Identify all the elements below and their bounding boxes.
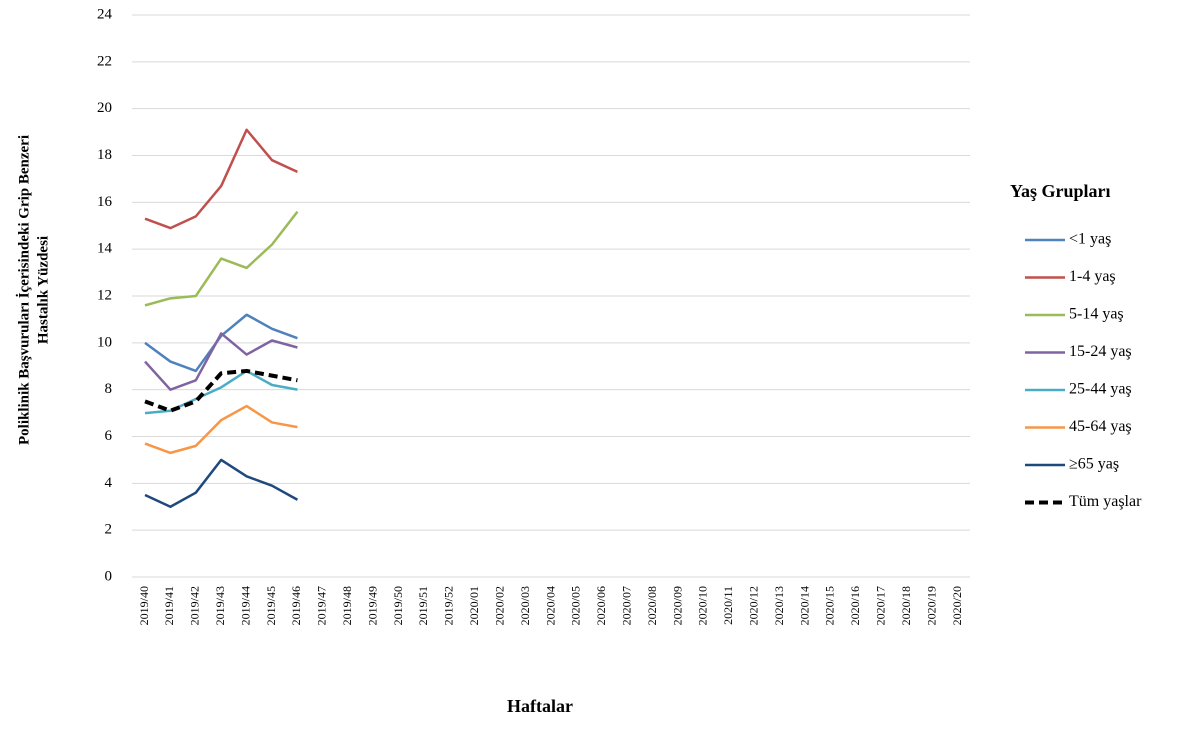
x-tick-label: 2020/10 xyxy=(696,586,710,625)
y-tick-label: 22 xyxy=(97,53,112,69)
x-tick-label: 2020/09 xyxy=(670,586,684,625)
x-tick-label: 2019/48 xyxy=(340,586,354,625)
x-tick-label: 2019/52 xyxy=(442,586,456,625)
series-line xyxy=(144,404,298,455)
legend-label: 25-44 yaş xyxy=(1069,381,1132,398)
x-tick-label: 2020/16 xyxy=(848,586,862,625)
x-tick-label: 2019/44 xyxy=(238,586,252,625)
x-tick-label: 2020/08 xyxy=(645,586,659,625)
series-line xyxy=(144,332,298,391)
x-tick-label: 2019/49 xyxy=(365,586,379,625)
y-tick-label: 8 xyxy=(105,381,113,397)
series-line xyxy=(144,210,299,307)
series-line xyxy=(144,368,298,413)
x-tick-label: 2020/03 xyxy=(518,586,532,625)
x-tick-label: 2020/07 xyxy=(619,586,633,625)
legend-title: Yaş Grupları xyxy=(1010,181,1111,201)
x-tick-label: 2020/12 xyxy=(747,586,761,625)
y-tick-label: 18 xyxy=(97,147,112,163)
series-line xyxy=(144,128,298,230)
legend-label: 45-64 yaş xyxy=(1069,418,1132,435)
x-tick-label: 2020/02 xyxy=(492,586,506,625)
x-axis-label: Haftalar xyxy=(507,696,573,716)
series-line xyxy=(144,458,299,508)
x-tick-label: 2020/15 xyxy=(823,586,837,625)
y-tick-label: 0 xyxy=(105,568,113,584)
y-axis-label: Hastalık Yüzdesi xyxy=(35,236,51,344)
x-tick-label: 2019/42 xyxy=(188,586,202,625)
x-tick-label: 2019/45 xyxy=(264,586,278,625)
x-tick-label: 2019/46 xyxy=(289,586,303,625)
y-axis-label: Poliklinik Başvuruları İçerisindeki Grip… xyxy=(15,135,32,445)
x-tick-label: 2020/11 xyxy=(721,586,735,625)
x-tick-label: 2019/47 xyxy=(315,586,329,625)
y-tick-label: 12 xyxy=(97,287,112,303)
y-tick-label: 16 xyxy=(97,194,113,210)
y-tick-label: 24 xyxy=(97,6,113,22)
legend-label: ≥65 yaş xyxy=(1069,456,1119,473)
x-tick-label: 2020/06 xyxy=(594,586,608,625)
y-tick-label: 4 xyxy=(105,475,113,491)
x-tick-label: 2019/41 xyxy=(162,586,176,625)
x-tick-label: 2020/20 xyxy=(950,586,964,625)
y-tick-label: 2 xyxy=(105,522,113,538)
series-line xyxy=(144,369,298,415)
y-tick-label: 10 xyxy=(97,334,112,350)
x-tick-label: 2020/18 xyxy=(899,586,913,625)
x-tick-label: 2019/40 xyxy=(137,586,151,625)
x-tick-label: 2020/14 xyxy=(797,586,811,625)
x-tick-label: 2019/50 xyxy=(391,586,405,625)
x-tick-label: 2020/01 xyxy=(467,586,481,625)
legend-label: Tüm yaşlar xyxy=(1069,493,1142,510)
legend-label: 5-14 yaş xyxy=(1069,306,1124,323)
x-tick-label: 2020/04 xyxy=(543,586,557,625)
x-tick-label: 2020/19 xyxy=(924,586,938,625)
x-tick-label: 2019/43 xyxy=(213,586,227,625)
y-tick-label: 20 xyxy=(97,100,112,116)
legend-label: 1-4 yaş xyxy=(1069,268,1116,285)
legend-label: 15-24 yaş xyxy=(1069,343,1132,360)
x-tick-label: 2020/05 xyxy=(569,586,583,625)
x-tick-label: 2019/51 xyxy=(416,586,430,625)
y-tick-label: 14 xyxy=(97,241,113,257)
y-tick-label: 6 xyxy=(105,428,113,444)
x-tick-label: 2020/17 xyxy=(874,586,888,625)
legend-label: <1 yaş xyxy=(1069,231,1111,248)
x-tick-label: 2020/13 xyxy=(772,586,786,625)
